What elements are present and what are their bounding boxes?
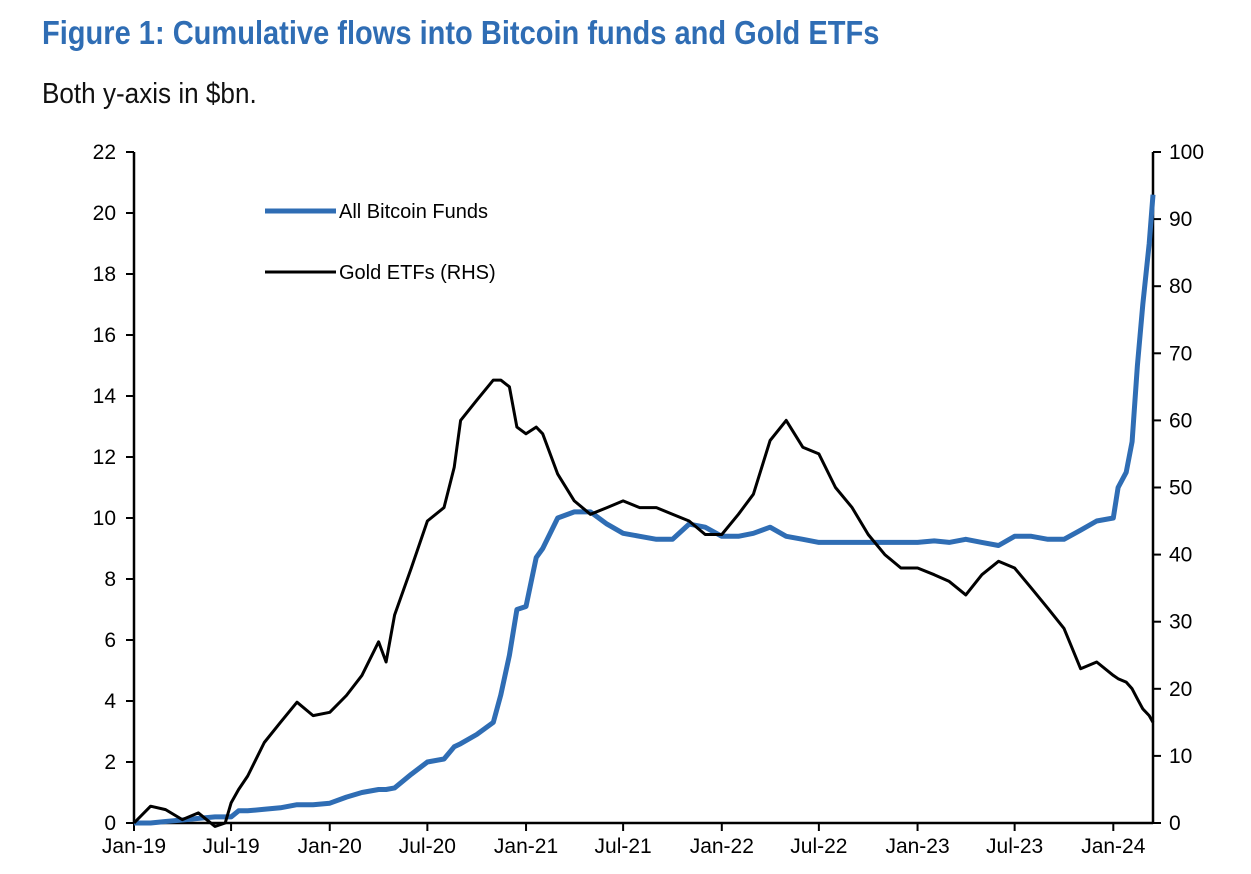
x-tick-label: Jul-20 bbox=[399, 835, 456, 858]
right-y-tick-label: 50 bbox=[1169, 477, 1192, 500]
legend-label: All Bitcoin Funds bbox=[339, 201, 488, 223]
right-y-tick-label: 70 bbox=[1169, 342, 1192, 365]
x-tick-label: Jul-23 bbox=[986, 835, 1043, 858]
right-y-tick-label: 40 bbox=[1169, 544, 1192, 567]
left-y-tick-label: 0 bbox=[104, 812, 116, 835]
left-y-tick-label: 14 bbox=[93, 385, 117, 408]
x-tick-label: Jan-24 bbox=[1081, 835, 1146, 858]
left-y-tick-label: 16 bbox=[93, 324, 116, 347]
left-y-tick-label: 20 bbox=[93, 202, 116, 225]
x-tick-label: Jul-19 bbox=[202, 835, 259, 858]
left-y-tick-label: 12 bbox=[93, 446, 116, 469]
x-tick-label: Jan-21 bbox=[494, 835, 558, 858]
left-y-tick-label: 22 bbox=[93, 141, 116, 164]
left-y-tick-label: 6 bbox=[104, 629, 116, 652]
right-y-tick-label: 0 bbox=[1169, 812, 1181, 835]
left-y-tick-label: 18 bbox=[93, 263, 116, 286]
chart-subtitle: Both y-axis in $bn. bbox=[42, 78, 257, 110]
x-tick-label: Jul-22 bbox=[790, 835, 847, 858]
left-y-tick-label: 10 bbox=[93, 507, 116, 530]
right-y-tick-label: 90 bbox=[1169, 208, 1192, 231]
right-y-tick-label: 80 bbox=[1169, 275, 1192, 298]
x-tick-label: Jan-23 bbox=[885, 835, 949, 858]
x-tick-label: Jul-21 bbox=[595, 835, 652, 858]
chart-title: Figure 1: Cumulative flows into Bitcoin … bbox=[42, 14, 880, 51]
right-y-tick-label: 10 bbox=[1169, 745, 1192, 768]
right-y-tick-label: 20 bbox=[1169, 678, 1192, 701]
x-tick-label: Jan-20 bbox=[298, 835, 362, 858]
right-y-tick-label: 30 bbox=[1169, 611, 1192, 634]
right-y-tick-label: 100 bbox=[1169, 141, 1204, 164]
right-y-tick-label: 60 bbox=[1169, 409, 1192, 432]
bitcoin-funds-line bbox=[134, 194, 1156, 826]
gold-etfs-line bbox=[132, 378, 1155, 828]
x-tick-label: Jan-19 bbox=[102, 835, 166, 858]
left-y-tick-label: 8 bbox=[104, 568, 116, 591]
left-y-tick-label: 2 bbox=[104, 751, 116, 774]
legend-label: Gold ETFs (RHS) bbox=[339, 262, 496, 284]
x-tick-label: Jan-22 bbox=[690, 835, 754, 858]
left-y-tick-label: 4 bbox=[104, 690, 116, 713]
